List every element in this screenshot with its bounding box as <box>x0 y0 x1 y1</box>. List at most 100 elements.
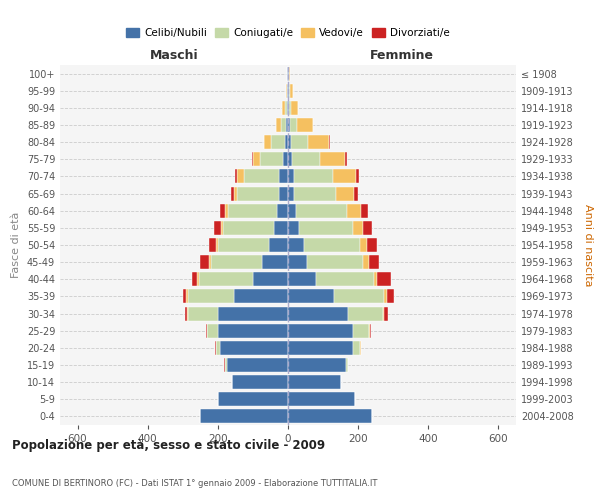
Bar <box>304 238 360 252</box>
Bar <box>215 341 216 355</box>
Bar <box>353 324 368 338</box>
Bar <box>200 410 288 424</box>
Bar <box>288 170 295 183</box>
Bar <box>288 101 289 115</box>
Bar <box>291 135 308 149</box>
Bar <box>188 290 233 304</box>
Bar <box>288 186 295 200</box>
Bar <box>385 306 388 320</box>
Bar <box>288 272 316 286</box>
Bar <box>288 375 341 389</box>
Bar <box>209 238 216 252</box>
Bar <box>287 101 288 115</box>
Bar <box>218 306 288 320</box>
Bar <box>220 204 225 218</box>
Bar <box>297 118 313 132</box>
Bar <box>237 170 244 183</box>
Bar <box>354 186 358 200</box>
Bar <box>286 84 287 98</box>
Bar <box>289 101 291 115</box>
Bar <box>231 186 233 200</box>
Bar <box>288 84 289 98</box>
Bar <box>345 152 347 166</box>
Bar <box>221 221 223 235</box>
Bar <box>218 324 288 338</box>
Bar <box>211 255 262 269</box>
Bar <box>288 341 353 355</box>
Bar <box>183 290 186 304</box>
Bar <box>264 135 271 149</box>
Text: Popolazione per età, sesso e stato civile - 2009: Popolazione per età, sesso e stato civil… <box>12 440 325 452</box>
Bar <box>214 221 221 235</box>
Bar <box>387 290 394 304</box>
Bar <box>209 255 211 269</box>
Bar <box>290 84 293 98</box>
Bar <box>385 290 387 304</box>
Bar <box>188 306 218 320</box>
Bar <box>377 272 391 286</box>
Bar <box>288 255 307 269</box>
Bar <box>320 152 345 166</box>
Bar <box>308 135 329 149</box>
Bar <box>262 255 288 269</box>
Bar <box>232 375 288 389</box>
Bar <box>271 135 285 149</box>
Bar <box>291 101 298 115</box>
Bar <box>186 290 188 304</box>
Bar <box>288 290 334 304</box>
Bar <box>279 170 288 183</box>
Bar <box>237 186 279 200</box>
Bar <box>288 392 355 406</box>
Bar <box>347 204 361 218</box>
Bar <box>206 324 208 338</box>
Bar <box>288 238 304 252</box>
Bar <box>288 135 291 149</box>
Bar <box>191 272 197 286</box>
Bar <box>347 306 383 320</box>
Bar <box>288 118 290 132</box>
Bar <box>233 186 237 200</box>
Text: COMUNE DI BERTINORO (FC) - Dati ISTAT 1° gennaio 2009 - Elaborazione TUTTITALIA.: COMUNE DI BERTINORO (FC) - Dati ISTAT 1°… <box>12 478 377 488</box>
Bar <box>353 341 360 355</box>
Bar <box>208 324 218 338</box>
Bar <box>274 221 288 235</box>
Bar <box>277 204 288 218</box>
Bar <box>368 324 370 338</box>
Bar <box>252 152 253 166</box>
Bar <box>285 101 287 115</box>
Bar <box>287 66 288 80</box>
Bar <box>218 238 269 252</box>
Bar <box>288 410 372 424</box>
Bar <box>334 290 385 304</box>
Bar <box>285 135 288 149</box>
Bar <box>299 221 353 235</box>
Y-axis label: Fasce di età: Fasce di età <box>11 212 21 278</box>
Bar <box>244 170 279 183</box>
Legend: Celibi/Nubili, Coniugati/e, Vedovi/e, Divorziati/e: Celibi/Nubili, Coniugati/e, Vedovi/e, Di… <box>122 24 454 42</box>
Bar <box>279 186 288 200</box>
Bar <box>307 255 364 269</box>
Bar <box>316 272 374 286</box>
Bar <box>253 272 288 286</box>
Bar <box>220 341 288 355</box>
Bar <box>296 204 347 218</box>
Bar <box>283 152 288 166</box>
Bar <box>337 186 354 200</box>
Bar <box>360 341 361 355</box>
Bar <box>288 204 296 218</box>
Bar <box>218 392 288 406</box>
Bar <box>288 221 299 235</box>
Bar <box>281 118 286 132</box>
Bar <box>346 358 347 372</box>
Bar <box>216 238 218 252</box>
Bar <box>235 170 237 183</box>
Bar <box>288 358 346 372</box>
Bar <box>295 170 333 183</box>
Bar <box>333 170 356 183</box>
Bar <box>290 118 297 132</box>
Bar <box>225 358 227 372</box>
Bar <box>260 152 283 166</box>
Bar <box>223 221 274 235</box>
Bar <box>276 118 281 132</box>
Bar <box>289 66 290 80</box>
